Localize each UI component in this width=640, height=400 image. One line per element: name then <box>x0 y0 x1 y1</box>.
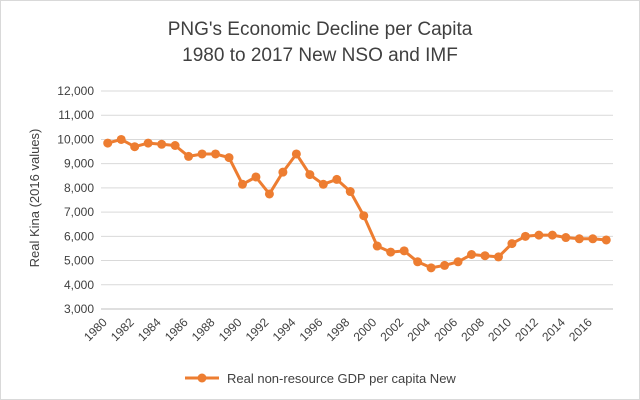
data-point <box>359 211 369 221</box>
x-tick-label: 2002 <box>377 315 406 344</box>
x-tick-label: 1992 <box>243 315 272 344</box>
data-point <box>547 230 557 240</box>
data-point <box>520 231 530 241</box>
series-layer <box>103 134 611 273</box>
x-tick-label: 2006 <box>431 315 460 344</box>
data-point <box>574 234 584 244</box>
data-point <box>480 251 490 261</box>
data-point <box>305 170 315 180</box>
y-tick-label: 8,000 <box>64 181 94 195</box>
x-tick-label: 2014 <box>539 315 568 344</box>
x-tick-label: 1990 <box>216 315 245 344</box>
y-tick-label: 11,000 <box>58 108 94 122</box>
data-point <box>211 149 221 159</box>
x-tick-label: 2004 <box>404 315 433 344</box>
data-point <box>170 141 180 150</box>
data-point <box>601 235 611 245</box>
x-tick-label: 1986 <box>162 315 191 344</box>
y-tick-label: 4,000 <box>64 278 94 292</box>
data-point <box>534 230 544 240</box>
data-point <box>386 247 396 257</box>
x-tick-label: 1982 <box>108 315 137 344</box>
data-point <box>291 149 301 159</box>
x-tick-label: 2008 <box>458 315 487 344</box>
y-tick-label: 6,000 <box>64 229 94 243</box>
data-point <box>197 149 207 159</box>
data-point <box>332 174 342 184</box>
data-point <box>157 139 167 149</box>
chart-title-line-1: PNG's Economic Decline per Capita <box>167 19 473 40</box>
data-point <box>251 172 261 182</box>
legend-label: Real non-resource GDP per capita New <box>227 371 456 386</box>
x-tick-label: 2010 <box>485 315 514 344</box>
data-point <box>467 250 477 259</box>
data-point <box>440 260 450 270</box>
data-point <box>399 246 409 256</box>
data-point <box>224 153 234 163</box>
data-point <box>453 257 463 267</box>
gridlines <box>101 90 613 310</box>
y-axis-title: Real Kina (2016 values) <box>27 129 42 268</box>
chart-title-line-2: 1980 to 2017 New NSO and IMF <box>182 45 458 66</box>
data-point <box>588 234 598 244</box>
data-point <box>413 257 423 267</box>
x-tick-label: 2000 <box>351 315 380 344</box>
data-point <box>561 233 571 243</box>
y-tick-label: 9,000 <box>64 157 94 171</box>
x-tick-label: 2016 <box>566 315 595 344</box>
data-point <box>493 252 503 262</box>
data-point <box>143 138 153 148</box>
x-tick-label: 1980 <box>81 315 110 344</box>
y-tick-label: 3,000 <box>64 302 94 316</box>
legend: Real non-resource GDP per capita New <box>185 371 456 386</box>
y-tick-label: 5,000 <box>64 254 94 268</box>
data-point <box>116 134 126 144</box>
data-point <box>264 189 274 199</box>
x-axis-labels: 1980198219841986198819901992199419961998… <box>81 315 595 344</box>
y-axis-labels: 3,000 4,000 5,000 6,000 7,000 8,000 9,000 10,00… <box>57 84 94 316</box>
data-point <box>103 138 113 148</box>
data-point <box>372 241 382 251</box>
y-tick-label: 7,000 <box>64 205 94 219</box>
y-tick-label: 12,000 <box>57 84 94 98</box>
data-point <box>184 151 194 161</box>
data-point <box>426 263 436 273</box>
x-tick-label: 1998 <box>324 315 353 344</box>
data-point <box>130 142 140 152</box>
data-point <box>318 179 328 189</box>
data-point <box>278 167 288 177</box>
data-point <box>345 187 355 197</box>
y-tick-label: 10,000 <box>57 132 94 146</box>
series-line <box>107 137 607 270</box>
x-tick-label: 1988 <box>189 315 218 344</box>
data-point <box>507 239 517 249</box>
data-point <box>237 179 247 189</box>
x-tick-label: 2012 <box>512 315 541 344</box>
x-tick-label: 1984 <box>135 315 164 344</box>
x-tick-label: 1996 <box>297 315 326 344</box>
x-tick-label: 1994 <box>270 315 299 344</box>
legend-point-marker <box>197 373 207 383</box>
